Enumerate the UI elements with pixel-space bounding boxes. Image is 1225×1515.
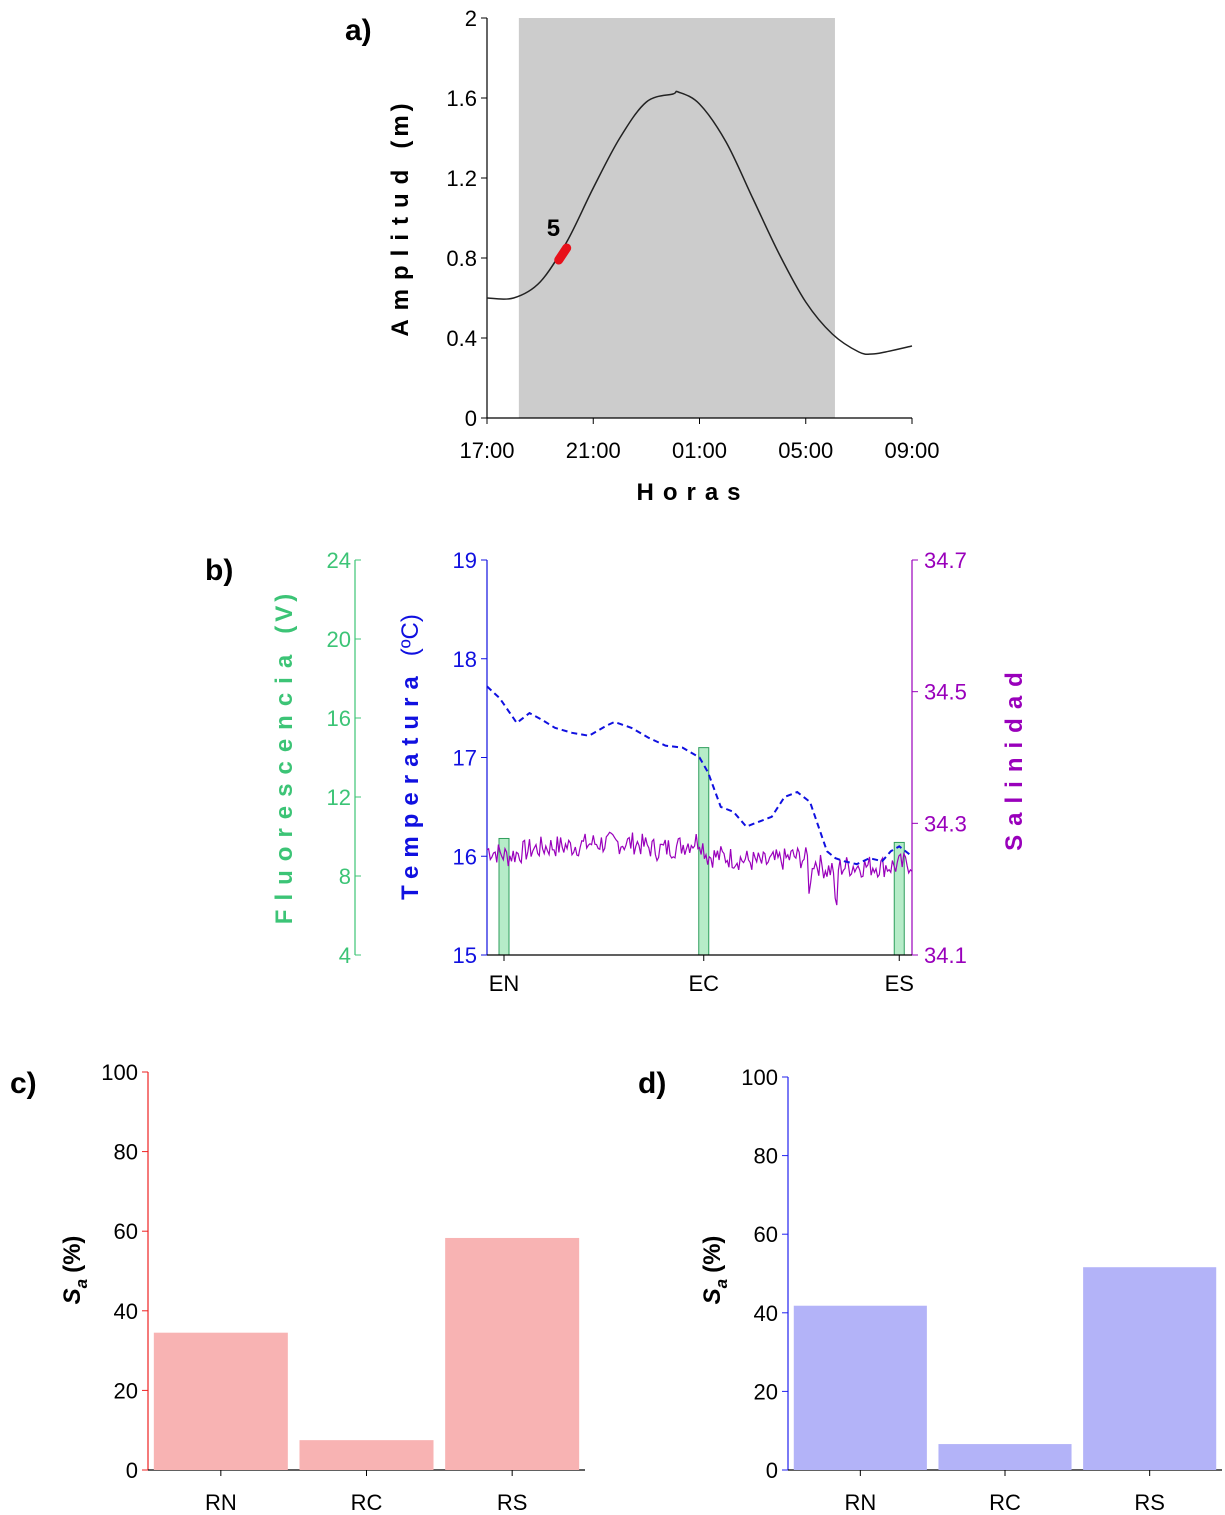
panel-a-axes: 0 0.4 0.8 1.2 1.6 2 17:00 21:00 01:00 05:00 09:00: [446, 6, 939, 463]
y-axis-title-main: Amplitud: [387, 161, 414, 337]
x-tick-label: 01:00: [672, 438, 727, 463]
salinity-tick-label: 34.1: [924, 943, 967, 968]
temperature-axis-title-unit: (ºC): [397, 614, 424, 656]
panel-b-label: b): [205, 554, 233, 587]
y-tick-label: 80: [754, 1144, 778, 1169]
panel-d: d) 0 20 40 60 80 100 RN RC RS Sa (%): [638, 1065, 1222, 1515]
y-tick-label: 80: [114, 1140, 138, 1165]
bar: [299, 1440, 434, 1470]
panel-c-y-title-unit: (%): [59, 1236, 86, 1273]
panel-c-label: c): [10, 1067, 37, 1100]
y-tick-label: 1.2: [446, 166, 477, 191]
panel-d-y-title-main: S: [699, 1288, 726, 1304]
panel-c-y-title-main: S: [59, 1288, 86, 1304]
x-tick-label: 09:00: [884, 438, 939, 463]
bar: [938, 1444, 1072, 1470]
bar: [1083, 1267, 1217, 1470]
panel-b: b) 4 8 12 16 20 24 15 16 17 18 19 34.1 34.3 34.5 34.7 E…: [205, 548, 1028, 996]
category-label: RS: [497, 1490, 528, 1515]
sampling-segment: [554, 243, 572, 265]
fluorescence-axis-title: Fluorescencia (V): [271, 590, 298, 924]
panel-c-y-axis-title: Sa (%): [59, 1236, 91, 1305]
salinity-line: [486, 831, 913, 906]
y-axis-title-unit: (m): [387, 99, 414, 148]
temperature-tick-label: 19: [453, 548, 477, 573]
y-axis-title: Amplitud (m): [387, 99, 414, 336]
temperature-tick-label: 18: [453, 647, 477, 672]
bar: [153, 1332, 288, 1470]
temperature-tick-label: 16: [453, 844, 477, 869]
fluorescence-tick-label: 16: [327, 706, 351, 731]
fluorescence-axis-title-unit: (V): [271, 590, 298, 634]
fluorescence-tick-label: 24: [327, 548, 351, 573]
y-tick-label: 60: [754, 1222, 778, 1247]
bar: [793, 1305, 927, 1470]
category-label: RS: [1134, 1490, 1165, 1515]
y-tick-label: 40: [114, 1299, 138, 1324]
fluorescence-axis-title-main: Fluorescencia: [271, 646, 298, 924]
y-tick-label: 0: [465, 406, 477, 431]
sampling-annotation: 5: [547, 215, 560, 242]
y-tick-label: 40: [754, 1301, 778, 1326]
panel-c: c) 0 20 40 60 80 100 RN RC RS Sa (%): [10, 1060, 585, 1515]
panel-d-y-title-unit: (%): [699, 1236, 726, 1273]
y-tick-label: 100: [741, 1065, 778, 1090]
fluorescence-tick-label: 20: [327, 627, 351, 652]
category-label: EN: [489, 971, 520, 996]
panel-d-y-axis-title: Sa (%): [699, 1236, 731, 1305]
category-label: RN: [205, 1490, 237, 1515]
x-axis-title: Horas: [636, 479, 749, 506]
category-label: RN: [844, 1490, 876, 1515]
y-tick-label: 20: [114, 1378, 138, 1403]
y-tick-label: 1.6: [446, 86, 477, 111]
y-tick-label: 0.4: [446, 326, 477, 351]
panel-a-label: a): [345, 14, 372, 47]
x-tick-label: 17:00: [459, 438, 514, 463]
y-tick-label: 0: [766, 1458, 778, 1483]
panel-c-y-title-sub: a: [72, 1279, 91, 1288]
bar: [445, 1237, 580, 1470]
fluorescence-tick-label: 8: [339, 864, 351, 889]
salinity-tick-label: 34.7: [924, 548, 967, 573]
night-shading: [518, 18, 835, 418]
fluorescence-tick-label: 4: [339, 943, 351, 968]
temperature-axis-title: Temperatura (ºC): [397, 614, 424, 900]
category-label: RC: [989, 1490, 1021, 1515]
x-tick-label: 05:00: [778, 438, 833, 463]
category-label: RC: [351, 1490, 383, 1515]
salinity-axis-title: Salinidad: [1001, 663, 1028, 851]
y-tick-label: 20: [754, 1379, 778, 1404]
y-tick-label: 0.8: [446, 246, 477, 271]
category-label: EC: [688, 971, 719, 996]
x-tick-label: 21:00: [566, 438, 621, 463]
fluorescence-tick-label: 12: [327, 785, 351, 810]
y-tick-label: 100: [101, 1060, 138, 1085]
y-tick-label: 0: [126, 1458, 138, 1483]
panel-d-y-title-sub: a: [712, 1279, 731, 1288]
temperature-tick-label: 15: [453, 943, 477, 968]
tide-line: [486, 90, 913, 355]
temperature-line: [486, 685, 913, 866]
panel-c-chart: 0 20 40 60 80 100 RN RC RS: [101, 1060, 585, 1515]
panel-b-axes: 4 8 12 16 20 24 15 16 17 18 19 34.1 34.3 34.5 34.7 EN EC…: [327, 548, 967, 996]
salinity-tick-label: 34.5: [924, 680, 967, 705]
y-tick-label: 2: [465, 6, 477, 31]
temperature-axis-title-main: Temperatura: [397, 668, 424, 900]
panel-d-label: d): [638, 1067, 666, 1100]
y-tick-label: 60: [114, 1219, 138, 1244]
category-label: ES: [885, 971, 914, 996]
panel-d-chart: 0 20 40 60 80 100 RN RC RS: [741, 1065, 1222, 1515]
salinity-tick-label: 34.3: [924, 811, 967, 836]
temperature-tick-label: 17: [453, 746, 477, 771]
panel-a: a) 0 0.4 0.8 1.2 1.6 2 17:00 21:00 01:00 05:00 09:…: [345, 6, 940, 506]
